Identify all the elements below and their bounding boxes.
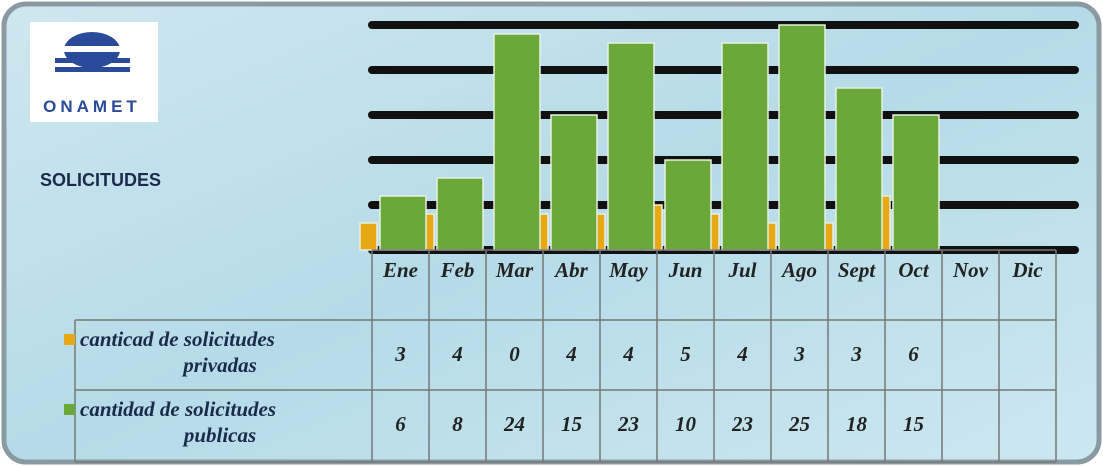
x-tick-label: Ene [382, 258, 418, 282]
table-value: 25 [788, 412, 810, 436]
table-value: 4 [451, 342, 463, 366]
bar [550, 114, 598, 251]
x-tick-label: Oct [898, 258, 929, 282]
legend-swatch [64, 334, 75, 345]
x-tick-label: Ago [780, 258, 817, 282]
table-value: 6 [908, 342, 919, 366]
x-tick-label: Jun [668, 258, 703, 282]
table-value: 23 [617, 412, 639, 436]
bar [778, 24, 826, 251]
table-value: 4 [622, 342, 634, 366]
x-tick-label: Nov [952, 258, 989, 282]
x-tick-label: Feb [440, 258, 475, 282]
table-value: 15 [561, 412, 582, 436]
table-value: 6 [395, 412, 406, 436]
bar [721, 42, 769, 251]
table-value: 4 [565, 342, 577, 366]
table-value: 18 [846, 412, 868, 436]
table-value: 5 [680, 342, 691, 366]
table-value: 24 [503, 412, 525, 436]
table-value: 10 [675, 412, 697, 436]
chart-title: SOLICITUDES [40, 170, 161, 190]
x-tick-label: May [608, 258, 648, 282]
bar [379, 195, 427, 251]
x-tick-label: Mar [495, 258, 534, 282]
table-value: 23 [731, 412, 753, 436]
bar [892, 114, 940, 251]
table-value: 15 [903, 412, 924, 436]
bar [359, 222, 378, 251]
table-value: 4 [736, 342, 748, 366]
legend-label: canticad de solicitudes privadas [80, 327, 275, 377]
table-value: 8 [452, 412, 463, 436]
logo: ONAMET [30, 22, 158, 122]
bar [664, 159, 712, 251]
logo-text: ONAMET [43, 97, 141, 116]
bar [835, 87, 883, 251]
bar [493, 33, 541, 251]
legend-label: cantidad de solicitudes publicas [80, 397, 276, 447]
bar [436, 177, 484, 251]
legend-swatch [64, 404, 75, 415]
table-value: 3 [850, 342, 862, 366]
table-value: 3 [394, 342, 406, 366]
x-tick-label: Sept [838, 258, 877, 282]
x-tick-label: Jul [727, 258, 756, 282]
bar [607, 42, 655, 251]
x-tick-label: Dic [1011, 258, 1043, 282]
x-tick-label: Abr [553, 258, 589, 282]
table-value: 0 [509, 342, 520, 366]
table-value: 3 [793, 342, 805, 366]
